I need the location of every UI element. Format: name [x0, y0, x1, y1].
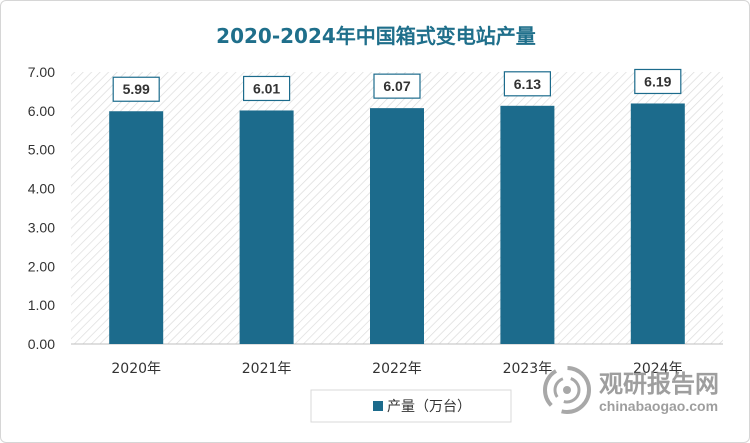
x-tick-label: 2021年	[242, 361, 292, 377]
data-label-box	[634, 68, 682, 95]
bar	[370, 108, 424, 344]
legend-swatch	[373, 401, 383, 411]
y-axis-ticks: 0.00 1.00 2.00 3.00 4.00 5.00 6.00 7.00	[28, 64, 55, 352]
data-label-box	[373, 73, 421, 99]
y-tick-label: 3.00	[28, 219, 55, 235]
x-tick-label: 2024年	[633, 361, 683, 377]
y-tick-label: 5.00	[28, 142, 55, 158]
data-label-box	[243, 75, 291, 102]
x-tick-label: 2020年	[111, 361, 161, 377]
data-label: 5.99	[123, 81, 150, 97]
data-label: 6.19	[644, 73, 671, 89]
y-tick-label: 4.00	[28, 181, 55, 197]
x-tick-label: 2023年	[503, 361, 553, 377]
x-axis-ticks: 2020年 2021年 2022年 2023年 2024年	[111, 361, 682, 377]
legend-box	[310, 389, 512, 423]
data-label: 6.01	[253, 80, 280, 96]
data-label: 6.13	[514, 76, 541, 92]
y-tick-label: 6.00	[28, 103, 55, 119]
x-tick-label: 2022年	[372, 361, 422, 377]
watermark-logo	[543, 366, 591, 414]
data-label: 6.07	[383, 78, 410, 94]
watermark-url: chinabaogao.com	[599, 398, 718, 414]
data-label-box	[503, 71, 551, 97]
watermark: 观研报告网 chinabaogao.com	[543, 366, 719, 414]
legend-label: 产量（万台）	[387, 399, 471, 415]
chart-title: 2020-2024年中国箱式变电站产量	[216, 24, 536, 48]
bars: 5.99 6.01 6.07 6.13 6.19	[109, 68, 685, 345]
y-tick-label: 7.00	[28, 64, 55, 80]
data-label-box	[112, 76, 160, 102]
bar	[239, 110, 294, 345]
y-tick-label: 2.00	[28, 258, 55, 274]
y-tick-label: 0.00	[28, 336, 55, 352]
y-tick-label: 1.00	[28, 297, 55, 313]
watermark-name: 观研报告网	[599, 370, 719, 398]
bar	[630, 103, 685, 344]
bar	[500, 105, 555, 344]
bar	[109, 111, 164, 344]
